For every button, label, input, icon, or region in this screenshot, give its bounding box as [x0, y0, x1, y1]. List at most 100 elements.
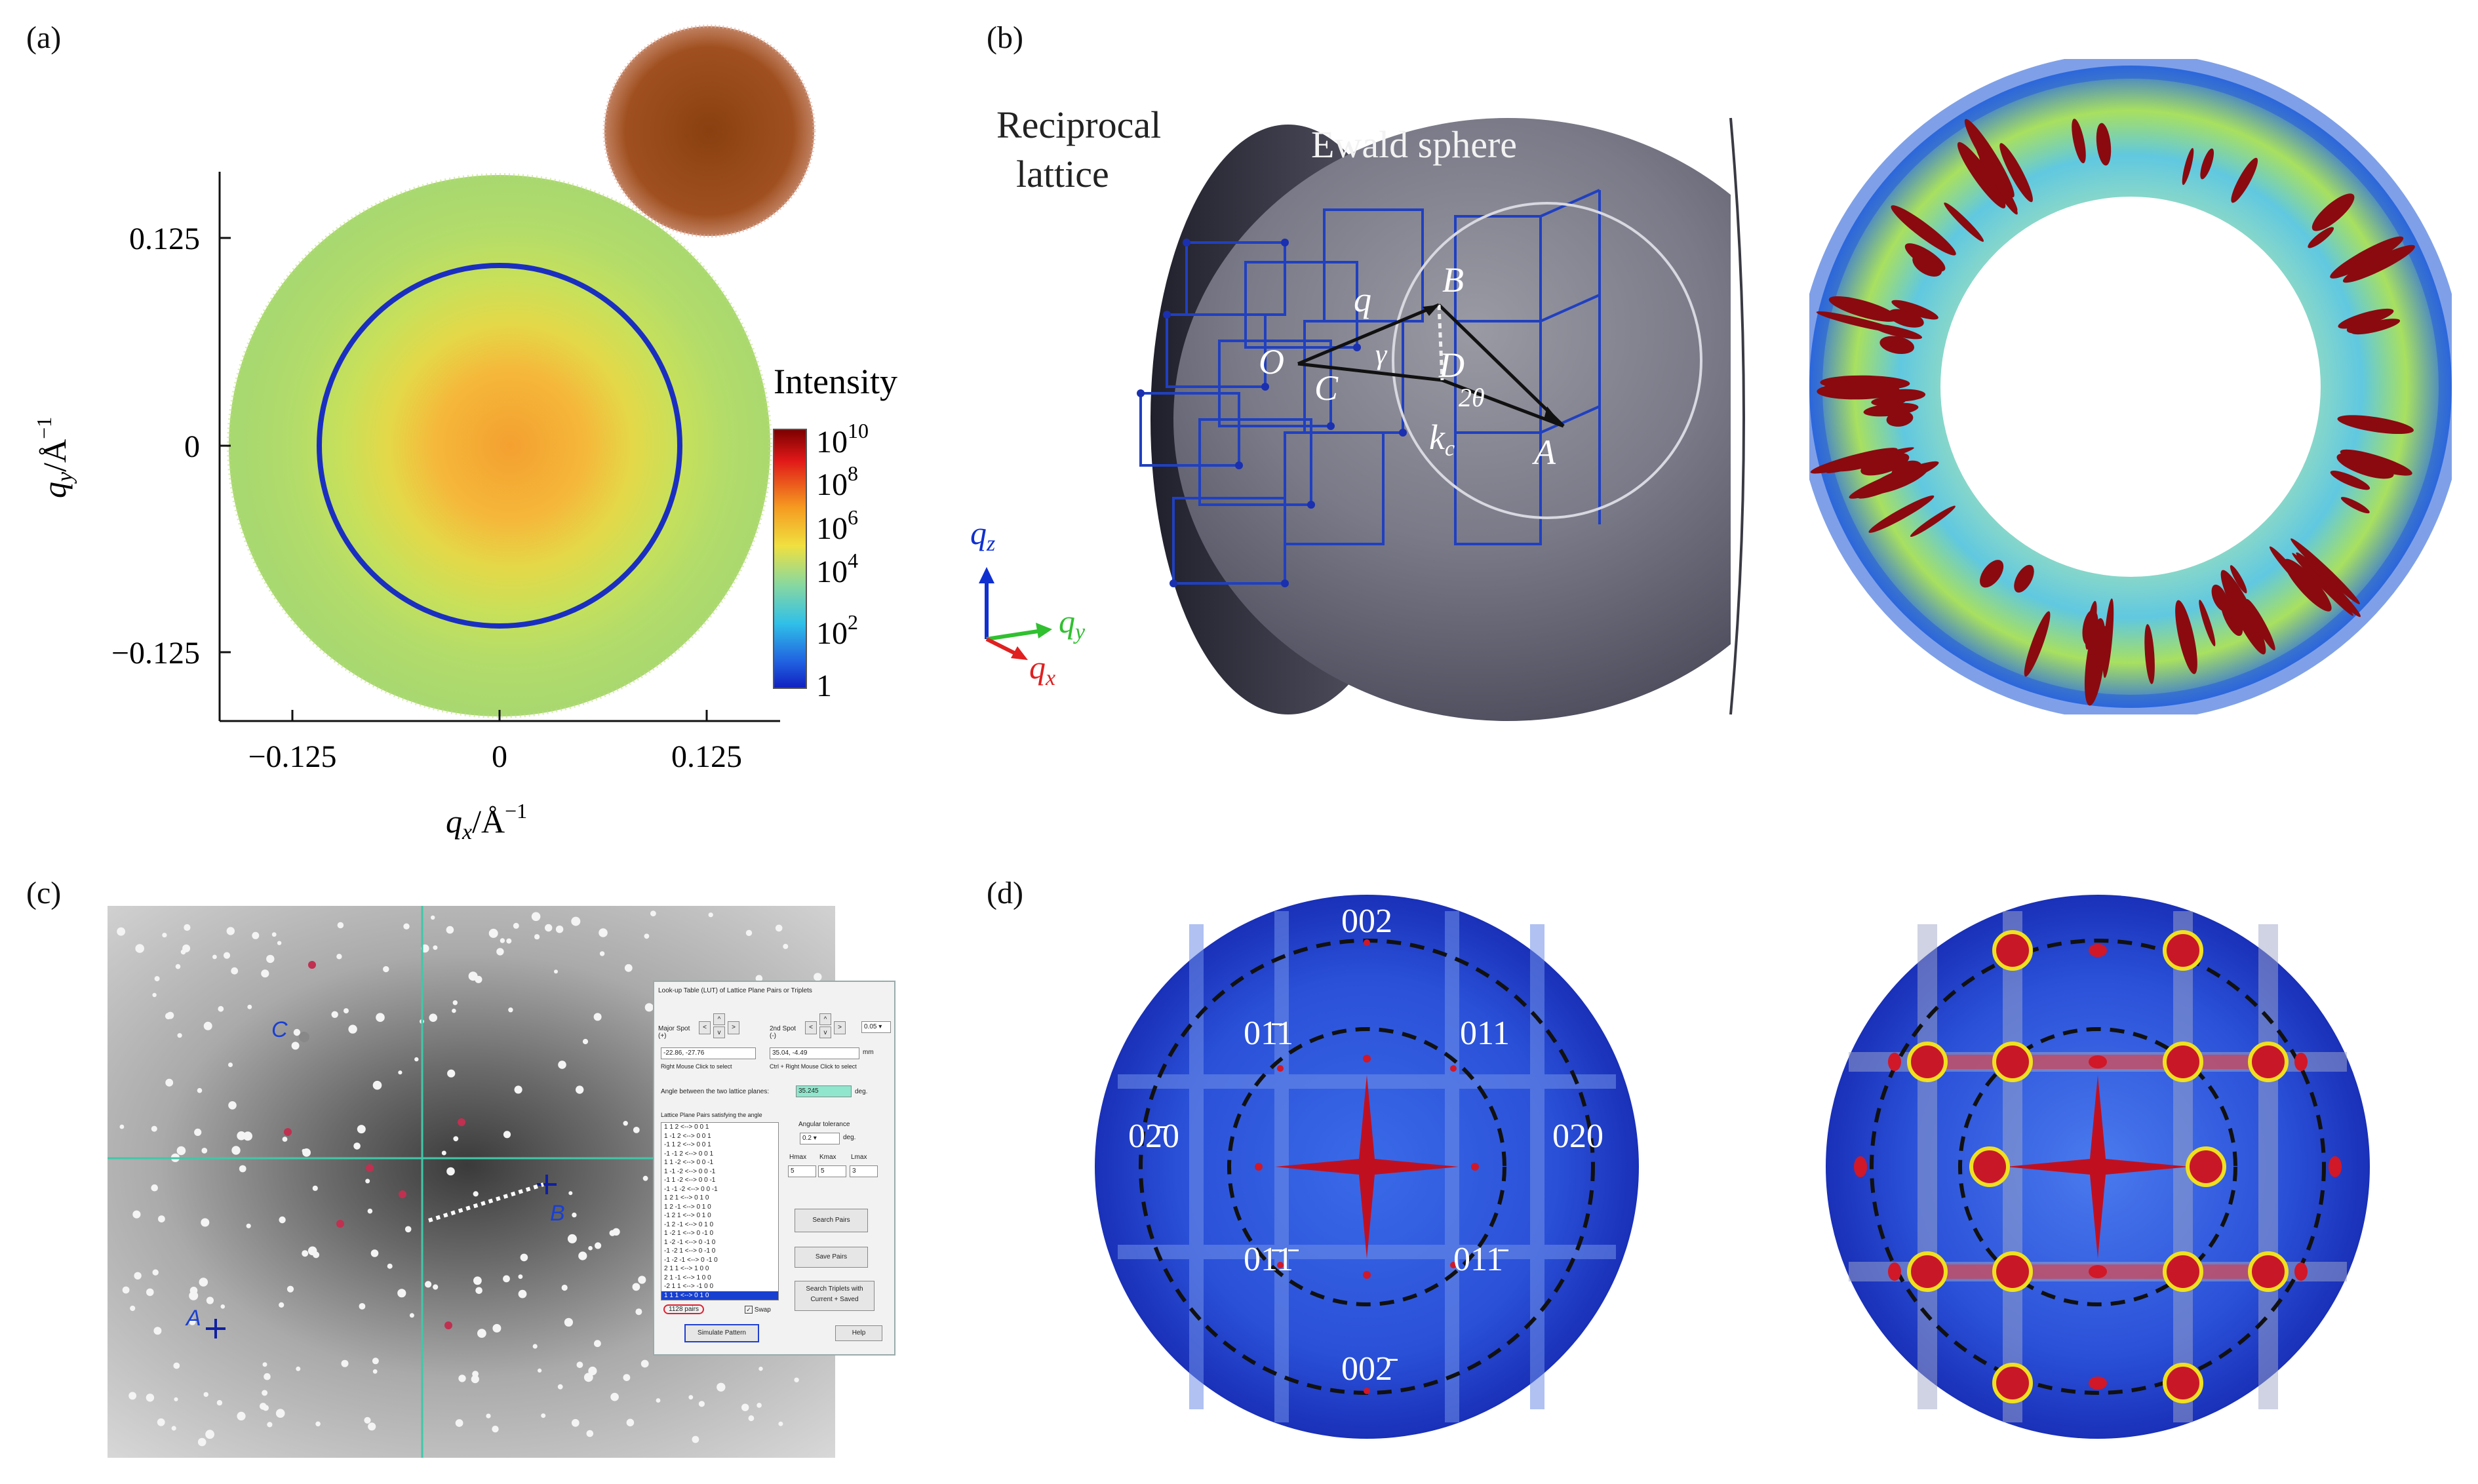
- help-button[interactable]: Help: [835, 1325, 882, 1341]
- laue-spot: [267, 1422, 273, 1428]
- angular-tolerance-select[interactable]: 0.2 ▾: [800, 1133, 840, 1144]
- pair-list-item[interactable]: 1 -2 -1 <--> 0 -1 0: [664, 1238, 716, 1246]
- angle-value-field[interactable]: 35.245: [796, 1085, 852, 1097]
- laue-spot: [331, 1011, 338, 1018]
- laue-spot: [554, 969, 558, 974]
- swap-checkbox[interactable]: ✓ Swap: [745, 1306, 771, 1314]
- second-spot-up-button[interactable]: ^: [819, 1013, 831, 1025]
- laue-spot: [609, 1230, 616, 1236]
- ctrl-click-hint: Ctrl + Right Mouse Click to select: [770, 1063, 857, 1070]
- laue-spot: [431, 915, 435, 920]
- major-spot-coords-field[interactable]: -22.86, -27.76: [661, 1047, 756, 1059]
- laue-spot: [152, 1269, 159, 1276]
- laue-spot: [520, 1253, 528, 1262]
- laue-spot: [201, 1218, 210, 1227]
- hmax-field[interactable]: 5: [788, 1165, 816, 1177]
- laue-spot: [708, 912, 713, 918]
- pair-list-item[interactable]: 1 1 1 <--> 0 1 0: [661, 1291, 778, 1300]
- laue-spot: [446, 926, 454, 934]
- laue-spot: [368, 1422, 376, 1431]
- kmax-label: Kmax: [819, 1154, 836, 1161]
- laue-spot: [302, 1148, 311, 1157]
- laue-spot: [555, 926, 564, 933]
- laue-spot: [293, 1028, 301, 1036]
- laue-spot: [212, 954, 217, 960]
- laue-spot: [151, 1184, 158, 1192]
- y-tick-mid: 0: [184, 429, 200, 464]
- pair-list-item[interactable]: 2 1 1 <--> 1 0 0: [664, 1265, 709, 1272]
- second-spot-coords-field[interactable]: 35.04, -4.49: [770, 1047, 859, 1059]
- laue-spot: [364, 1416, 371, 1424]
- pair-list-item[interactable]: -1 1 2 <--> 0 0 1: [664, 1141, 711, 1148]
- chevron-down-icon: ▾: [878, 1023, 882, 1030]
- pair-list-item[interactable]: 1 1 2 <--> 0 0 1: [664, 1123, 709, 1131]
- laue-spot: [778, 1421, 783, 1426]
- pair-list-item[interactable]: -1 2 -1 <--> 0 1 0: [664, 1220, 714, 1228]
- step-select[interactable]: 0.05 ▾: [861, 1021, 891, 1033]
- pair-list-item[interactable]: 1 -2 1 <--> 0 -1 0: [664, 1230, 714, 1237]
- pair-list-item[interactable]: 1 2 1 <--> 0 1 0: [664, 1194, 709, 1201]
- panel-b-ewald-diagram: Reciprocal lattice Ewald sphere O B C D …: [970, 66, 1822, 721]
- ring-streak: [1891, 300, 1938, 320]
- laue-spot: [223, 952, 231, 959]
- laue-spot: [271, 932, 277, 937]
- laue-spot: [486, 1413, 491, 1418]
- ring-streak: [2220, 570, 2266, 655]
- pair-list-item[interactable]: 2 1 -1 <--> 1 0 0: [664, 1274, 711, 1281]
- major-spot-up-button[interactable]: ^: [713, 1013, 725, 1025]
- svg-text:1: 1: [816, 669, 832, 703]
- lmax-field[interactable]: 3: [850, 1165, 878, 1177]
- svg-text:B: B: [550, 1201, 565, 1226]
- major-spot-left-button[interactable]: <: [699, 1021, 711, 1034]
- pair-list-item[interactable]: -2 1 1 <--> -1 0 0: [664, 1283, 714, 1290]
- laue-spot: [475, 1287, 482, 1295]
- second-spot-down-button[interactable]: v: [819, 1026, 831, 1038]
- index-020: 020: [1552, 1118, 1603, 1155]
- save-pairs-button[interactable]: Save Pairs: [795, 1247, 868, 1268]
- pair-list-item[interactable]: 1 -1 -2 <--> 0 0 -1: [664, 1167, 716, 1175]
- svg-text:1010: 1010: [816, 419, 869, 459]
- pair-list-item[interactable]: -1 2 1 <--> 0 1 0: [664, 1212, 711, 1219]
- lmax-label: Lmax: [851, 1154, 867, 1161]
- laue-spot: [264, 1373, 271, 1380]
- laue-spot: [688, 1395, 694, 1400]
- laue-spot: [134, 1272, 142, 1279]
- search-triplets-button[interactable]: Search Triplets with Current + Saved: [795, 1281, 875, 1311]
- pair-list-item[interactable]: 1 2 -1 <--> 0 1 0: [664, 1203, 711, 1211]
- pair-list-item[interactable]: -1 -2 1 <--> 0 -1 0: [664, 1247, 716, 1255]
- ring-streak: [2024, 611, 2051, 677]
- major-spot-down-button[interactable]: v: [713, 1026, 725, 1038]
- pair-list-item[interactable]: -1 -2 -1 <--> 0 -1 0: [664, 1256, 718, 1264]
- laue-spot: [783, 943, 789, 949]
- laue-spot: [425, 1281, 432, 1288]
- pair-list-item[interactable]: 1 1 -2 <--> 0 0 -1: [664, 1159, 714, 1166]
- major-spot-right-button[interactable]: >: [728, 1021, 739, 1034]
- ring-streak: [2330, 236, 2404, 279]
- laue-spot: [252, 931, 260, 939]
- laue-spot: [171, 1426, 176, 1431]
- pair-list-item[interactable]: -1 -1 -2 <--> 0 0 -1: [664, 1185, 718, 1193]
- ring-streak: [1872, 324, 1922, 340]
- kmax-field[interactable]: 5: [818, 1165, 846, 1177]
- svg-text:102: 102: [816, 610, 858, 651]
- laue-spot: [286, 1285, 294, 1293]
- lut-dialog: Look-up Table (LUT) of Lattice Plane Pai…: [653, 981, 895, 1356]
- angle-label: Angle between the two lattice planes:: [661, 1088, 770, 1095]
- pair-list-item[interactable]: -1 -1 2 <--> 0 0 1: [664, 1150, 714, 1158]
- laue-spot: [119, 1124, 125, 1129]
- laue-spot: [275, 1409, 285, 1418]
- x-tick-right: 0.125: [671, 739, 742, 774]
- search-pairs-button[interactable]: Search Pairs: [795, 1209, 868, 1232]
- laue-spot: [237, 1411, 246, 1420]
- angle-unit-label: deg.: [855, 1088, 868, 1095]
- pair-list-item[interactable]: -1 1 -2 <--> 0 0 -1: [664, 1177, 716, 1184]
- pair-list-item[interactable]: 1 -1 2 <--> 0 0 1: [664, 1132, 711, 1140]
- index-002bar: 002̄: [1341, 1350, 1398, 1388]
- laue-spot: [359, 1303, 366, 1310]
- second-spot-left-button[interactable]: <: [805, 1021, 817, 1034]
- laue-spot: [453, 1136, 459, 1142]
- second-spot-right-button[interactable]: >: [834, 1021, 846, 1034]
- ring-streak: [2220, 596, 2243, 636]
- simulate-pattern-button[interactable]: Simulate Pattern: [684, 1324, 759, 1342]
